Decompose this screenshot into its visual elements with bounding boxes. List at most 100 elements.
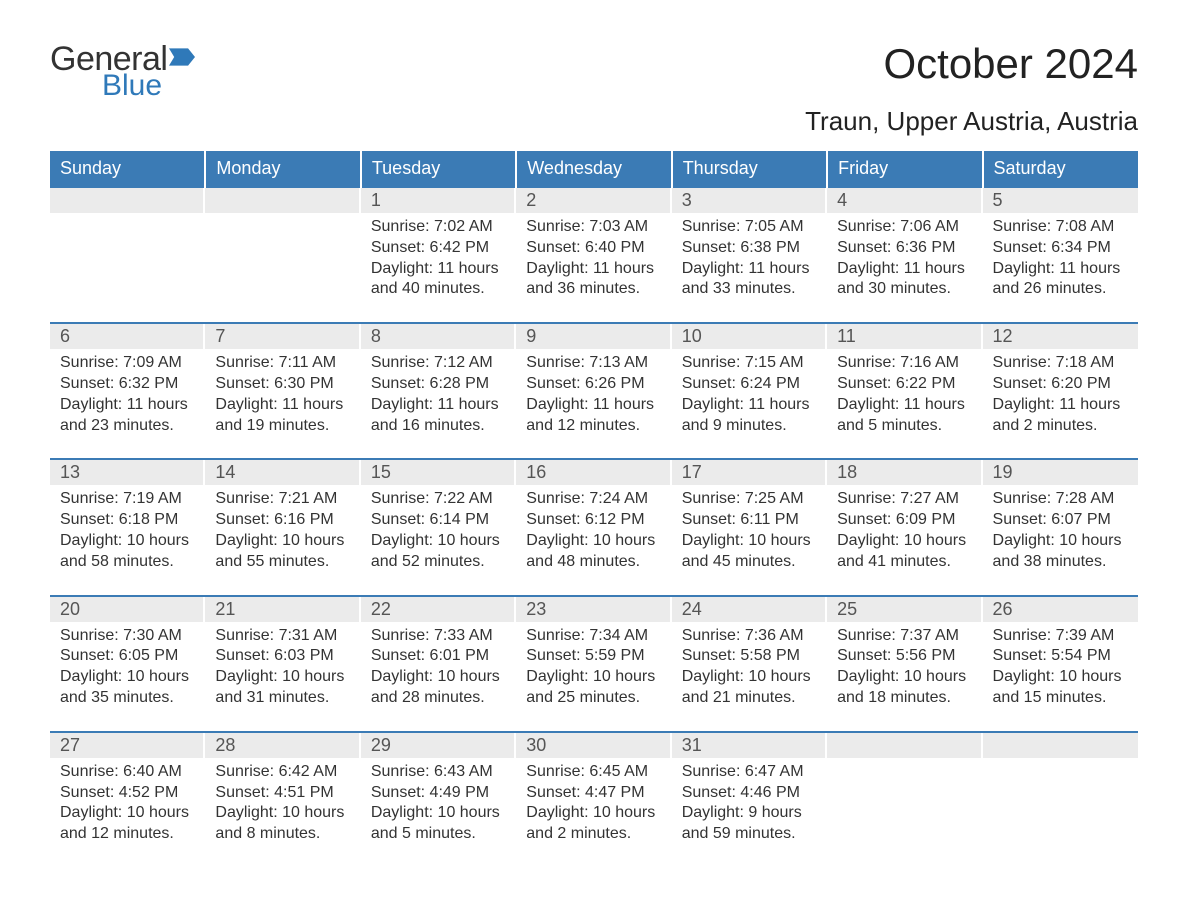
day-details: Sunrise: 7:27 AMSunset: 6:09 PMDaylight:… [827,485,982,572]
day-number: 10 [672,324,827,349]
calendar-table: SundayMondayTuesdayWednesdayThursdayFrid… [50,151,1138,867]
sunset-line: Sunset: 6:30 PM [215,374,350,395]
sunrise-line: Sunrise: 7:24 AM [526,489,661,510]
calendar-day-cell: 6Sunrise: 7:09 AMSunset: 6:32 PMDaylight… [50,323,205,459]
daylight-line: Daylight: 10 hours and 31 minutes. [215,667,350,709]
day-number: 15 [361,460,516,485]
day-number: 27 [50,733,205,758]
calendar-day-cell: 22Sunrise: 7:33 AMSunset: 6:01 PMDayligh… [361,596,516,732]
daylight-line: Daylight: 10 hours and 18 minutes. [837,667,972,709]
daylight-line: Daylight: 11 hours and 33 minutes. [682,259,817,301]
day-details: Sunrise: 7:31 AMSunset: 6:03 PMDaylight:… [205,622,360,709]
title-block: October 2024 Traun, Upper Austria, Austr… [805,40,1138,137]
sunrise-line: Sunrise: 7:11 AM [215,353,350,374]
daylight-line: Daylight: 10 hours and 5 minutes. [371,803,506,845]
daylight-line: Daylight: 11 hours and 23 minutes. [60,395,195,437]
day-details: Sunrise: 7:25 AMSunset: 6:11 PMDaylight:… [672,485,827,572]
day-number: 5 [983,188,1138,213]
day-details: Sunrise: 7:05 AMSunset: 6:38 PMDaylight:… [672,213,827,300]
day-details: Sunrise: 6:47 AMSunset: 4:46 PMDaylight:… [672,758,827,845]
day-details: Sunrise: 7:34 AMSunset: 5:59 PMDaylight:… [516,622,671,709]
daylight-line: Daylight: 10 hours and 52 minutes. [371,531,506,573]
daylight-line: Daylight: 11 hours and 12 minutes. [526,395,661,437]
calendar-day-cell: 8Sunrise: 7:12 AMSunset: 6:28 PMDaylight… [361,323,516,459]
sunrise-line: Sunrise: 7:13 AM [526,353,661,374]
calendar-header-cell: Saturday [983,151,1138,187]
sunrise-line: Sunrise: 7:06 AM [837,217,972,238]
calendar-day-cell: 20Sunrise: 7:30 AMSunset: 6:05 PMDayligh… [50,596,205,732]
sunset-line: Sunset: 6:32 PM [60,374,195,395]
sunrise-line: Sunrise: 7:12 AM [371,353,506,374]
day-number: 1 [361,188,516,213]
day-number: 2 [516,188,671,213]
calendar-day-cell: 13Sunrise: 7:19 AMSunset: 6:18 PMDayligh… [50,459,205,595]
sunrise-line: Sunrise: 7:22 AM [371,489,506,510]
daylight-line: Daylight: 10 hours and 28 minutes. [371,667,506,709]
sunset-line: Sunset: 6:38 PM [682,238,817,259]
calendar-header-cell: Wednesday [516,151,671,187]
daylight-line: Daylight: 10 hours and 12 minutes. [60,803,195,845]
calendar-day-cell: 25Sunrise: 7:37 AMSunset: 5:56 PMDayligh… [827,596,982,732]
sunset-line: Sunset: 6:11 PM [682,510,817,531]
sunrise-line: Sunrise: 7:09 AM [60,353,195,374]
day-details: Sunrise: 7:37 AMSunset: 5:56 PMDaylight:… [827,622,982,709]
sunset-line: Sunset: 6:03 PM [215,646,350,667]
day-details: Sunrise: 7:22 AMSunset: 6:14 PMDaylight:… [361,485,516,572]
sunrise-line: Sunrise: 7:37 AM [837,626,972,647]
calendar-header-cell: Tuesday [361,151,516,187]
sunset-line: Sunset: 4:49 PM [371,783,506,804]
day-number: 30 [516,733,671,758]
sunset-line: Sunset: 6:34 PM [993,238,1128,259]
calendar-day-cell [983,732,1138,867]
calendar-day-cell: 10Sunrise: 7:15 AMSunset: 6:24 PMDayligh… [672,323,827,459]
day-details: Sunrise: 7:33 AMSunset: 6:01 PMDaylight:… [361,622,516,709]
calendar-day-cell: 21Sunrise: 7:31 AMSunset: 6:03 PMDayligh… [205,596,360,732]
day-details: Sunrise: 7:13 AMSunset: 6:26 PMDaylight:… [516,349,671,436]
day-details: Sunrise: 7:09 AMSunset: 6:32 PMDaylight:… [50,349,205,436]
sunset-line: Sunset: 6:05 PM [60,646,195,667]
sunrise-line: Sunrise: 7:16 AM [837,353,972,374]
sunrise-line: Sunrise: 6:45 AM [526,762,661,783]
day-details: Sunrise: 7:18 AMSunset: 6:20 PMDaylight:… [983,349,1138,436]
sunset-line: Sunset: 6:26 PM [526,374,661,395]
day-number: 8 [361,324,516,349]
calendar-week-row: 1Sunrise: 7:02 AMSunset: 6:42 PMDaylight… [50,187,1138,323]
day-number: 12 [983,324,1138,349]
calendar-day-cell: 7Sunrise: 7:11 AMSunset: 6:30 PMDaylight… [205,323,360,459]
calendar-week-row: 20Sunrise: 7:30 AMSunset: 6:05 PMDayligh… [50,596,1138,732]
sunrise-line: Sunrise: 6:42 AM [215,762,350,783]
calendar-day-cell: 30Sunrise: 6:45 AMSunset: 4:47 PMDayligh… [516,732,671,867]
sunset-line: Sunset: 5:59 PM [526,646,661,667]
calendar-week-row: 6Sunrise: 7:09 AMSunset: 6:32 PMDaylight… [50,323,1138,459]
sunset-line: Sunset: 6:42 PM [371,238,506,259]
sunrise-line: Sunrise: 6:40 AM [60,762,195,783]
daylight-line: Daylight: 10 hours and 21 minutes. [682,667,817,709]
daylight-line: Daylight: 9 hours and 59 minutes. [682,803,817,845]
calendar-day-cell [50,187,205,323]
calendar-day-cell: 16Sunrise: 7:24 AMSunset: 6:12 PMDayligh… [516,459,671,595]
sunrise-line: Sunrise: 7:19 AM [60,489,195,510]
daylight-line: Daylight: 10 hours and 41 minutes. [837,531,972,573]
day-number: 17 [672,460,827,485]
sunrise-line: Sunrise: 7:36 AM [682,626,817,647]
sunset-line: Sunset: 6:24 PM [682,374,817,395]
page-title: October 2024 [805,40,1138,88]
calendar-header-cell: Sunday [50,151,205,187]
sunrise-line: Sunrise: 7:31 AM [215,626,350,647]
daylight-line: Daylight: 11 hours and 36 minutes. [526,259,661,301]
day-details: Sunrise: 7:24 AMSunset: 6:12 PMDaylight:… [516,485,671,572]
calendar-day-cell: 2Sunrise: 7:03 AMSunset: 6:40 PMDaylight… [516,187,671,323]
sunset-line: Sunset: 6:12 PM [526,510,661,531]
day-number: 25 [827,597,982,622]
day-details: Sunrise: 6:45 AMSunset: 4:47 PMDaylight:… [516,758,671,845]
sunrise-line: Sunrise: 7:25 AM [682,489,817,510]
day-number: 4 [827,188,982,213]
day-number: 6 [50,324,205,349]
calendar-header-cell: Thursday [672,151,827,187]
sunrise-line: Sunrise: 7:03 AM [526,217,661,238]
daylight-line: Daylight: 11 hours and 5 minutes. [837,395,972,437]
calendar-day-cell: 27Sunrise: 6:40 AMSunset: 4:52 PMDayligh… [50,732,205,867]
calendar-day-cell: 3Sunrise: 7:05 AMSunset: 6:38 PMDaylight… [672,187,827,323]
day-number: 26 [983,597,1138,622]
logo-flag-icon [169,48,195,66]
